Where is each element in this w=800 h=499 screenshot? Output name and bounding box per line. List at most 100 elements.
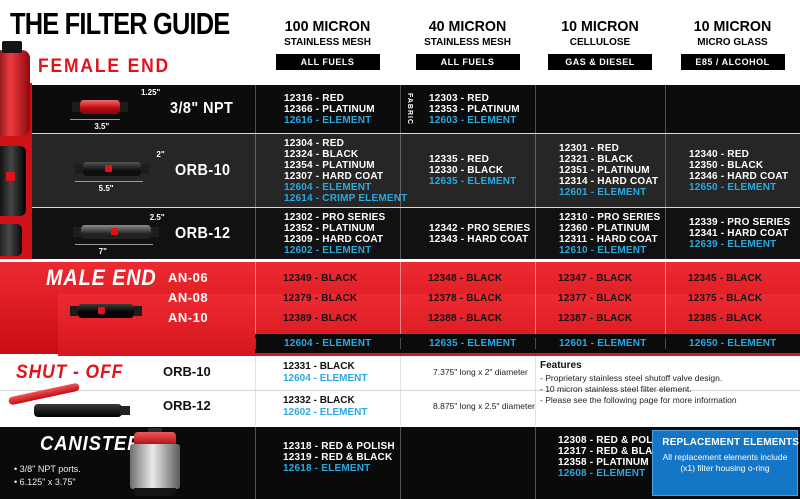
table-row-orb12: 2.5" 7" ORB-12 12302 - PRO SERIES 12352 -… (32, 207, 800, 259)
column-divider (535, 427, 536, 499)
part-number: 12347 - BLACK (558, 272, 633, 284)
part-number: 12349 - BLACK (283, 272, 358, 284)
page-title: THE FILTER GUIDE (10, 6, 230, 41)
part-number: 12602 - ELEMENT (284, 244, 372, 256)
part-number: 12379 - BLACK (283, 292, 358, 304)
canister-bullets: • 3/8" NPT ports. • 6.125" x 3.75" (14, 463, 81, 489)
part-number: 12387 - BLACK (558, 312, 633, 324)
part-number: 12618 - ELEMENT (283, 463, 371, 474)
column-subtitle: STAINLESS MESH (424, 36, 511, 48)
part-number: 12389 - BLACK (283, 312, 358, 324)
dimension-label: 5.5" (98, 183, 114, 193)
product-photo-black-filter2-icon (0, 224, 22, 256)
cell-40-micron: FABRIC 12303 - RED 12353 - PLATINUM 12603 … (400, 85, 535, 133)
shutoff-valve-photo-icon (0, 382, 150, 424)
cell-100-micron: 12316 - RED 12366 - PLATINUM 12616 - ELEME… (255, 85, 400, 133)
an08-label: AN-08 (168, 290, 209, 305)
part-number: 12332 - BLACK (283, 395, 355, 406)
column-header-40-micron: 40 MICRON STAINLESS MESH ALL FUELS (400, 18, 535, 82)
column-subtitle: STAINLESS MESH (284, 36, 371, 48)
part-number: 12310 - PRO SERIES (559, 211, 661, 223)
product-photo-black-filter-icon (0, 146, 26, 216)
cell-100-micron: 12304 - RED 12324 - BLACK 12354 - PLATINUM… (255, 134, 408, 207)
part-number: 12353 - PLATINUM (429, 103, 520, 115)
an06-label: AN-06 (168, 270, 209, 285)
part-number: 12604 - ELEMENT (255, 338, 400, 349)
cell-100-micron: 12318 - RED & POLISH 12319 - RED & BLACK 1… (283, 441, 395, 474)
dimension-label: 7" (98, 246, 107, 256)
part-number: 12614 - CRIMP ELEMENT (284, 192, 408, 204)
column-divider (255, 262, 256, 334)
male-element-row: 12604 - ELEMENT 12635 - ELEMENT 12601 - … (255, 334, 800, 353)
cell-10-micron-micro-glass: 12339 - PRO SERIES 12341 - HARD COAT 12639… (665, 208, 800, 259)
shutoff-orb10-label: ORB-10 (163, 364, 211, 379)
features-block: Features - Proprietary stainless steel s… (540, 360, 795, 406)
canister-section: CANISTER • 3/8" NPT ports. • 6.125" x 3.7… (0, 427, 800, 499)
part-number: 12639 - ELEMENT (689, 239, 777, 250)
part-number: 12604 - ELEMENT (283, 373, 368, 384)
npt-filter-thumbnail-icon: 1.25" 3.5" (58, 88, 162, 131)
dimension-label: 1.25" (140, 88, 161, 97)
part-number: 12301 - RED (559, 143, 620, 154)
cell-40-micron: 12342 - PRO SERIES 12343 - HARD COAT (400, 208, 535, 259)
part-number: 12309 - HARD COAT (284, 233, 384, 245)
table-row-orb10: 2" 5.5" ORB-10 12304 - RED 12324 - BLACK 1… (32, 133, 800, 207)
cell-10-micron-micro-glass (665, 85, 800, 133)
part-number: 12308 - RED & POLISH (558, 435, 670, 446)
part-number: 12304 - RED (284, 137, 345, 149)
part-number: 12321 - BLACK (559, 154, 634, 165)
shutoff-section: SHUT - OFF ORB-10 12331 - BLACK 12604 - … (0, 356, 800, 425)
part-number: 12352 - PLATINUM (284, 222, 375, 234)
column-header-10-micron-micro-glass: 10 MICRON MICRO GLASS E85 / ALCOHOL (665, 18, 800, 82)
part-number: 12348 - BLACK (428, 272, 503, 284)
an08-row: 12379 - BLACK 12378 - BLACK 12377 - BLAC… (255, 289, 800, 307)
column-title: 100 MICRON (284, 18, 371, 35)
fuel-badge: ALL FUELS (415, 54, 520, 70)
column-header-100-micron: 100 MICRON STAINLESS MESH ALL FUELS (255, 18, 400, 82)
column-subtitle: CELLULOSE (569, 36, 631, 48)
an10-label: AN-10 (168, 310, 209, 325)
part-number: 12608 - ELEMENT (558, 468, 646, 479)
part-number: 12317 - RED & BLACK (558, 446, 668, 457)
replacement-elements-box: REPLACEMENT ELEMENTS All replacement ele… (652, 430, 799, 496)
fuel-badge: ALL FUELS (275, 54, 380, 70)
part-number: 12358 - PLATINUM (558, 457, 649, 468)
part-number: 12346 - HARD COAT (689, 170, 789, 182)
fuel-badge: GAS & DIESEL (548, 54, 652, 70)
part-number: 12340 - RED (689, 148, 750, 160)
part-number: 12331 - BLACK (283, 361, 355, 372)
an10-row: 12389 - BLACK 12388 - BLACK 12387 - BLAC… (255, 309, 800, 327)
column-divider (400, 262, 401, 334)
part-number: 12650 - ELEMENT (689, 181, 777, 193)
part-number: 12604 - ELEMENT (284, 181, 372, 193)
part-number: 12311 - HARD COAT (559, 233, 658, 245)
size-note: 7.375" long x 2" diameter (433, 367, 528, 377)
part-number: 12360 - PLATINUM (559, 222, 650, 234)
male-end-label: MALE END (46, 265, 157, 290)
part-number: 12603 - ELEMENT (429, 114, 517, 126)
column-title: 40 MICRON (428, 18, 507, 35)
orb12-filter-thumbnail-icon: 2.5" 7" (63, 213, 167, 256)
part-number: 12351 - PLATINUM (559, 165, 650, 176)
feature-item: - Please see the following page for more… (540, 395, 737, 405)
part-number: 12318 - RED & POLISH (283, 441, 395, 452)
part-number: 12385 - BLACK (688, 312, 763, 324)
row-label: 3/8" NPT (170, 100, 234, 117)
part-number: 12375 - BLACK (688, 292, 763, 304)
row-label-cell: 1.25" 3.5" 3/8" NPT (32, 85, 255, 133)
size-note: 8.875" long x 2.5" diameter (433, 401, 535, 411)
column-divider (535, 262, 536, 334)
part-number: 12343 - HARD COAT (429, 233, 529, 245)
column-title: 10 MICRON (561, 18, 639, 35)
part-number: 12366 - PLATINUM (284, 103, 375, 115)
part-number: 12616 - ELEMENT (284, 114, 372, 126)
row-label: ORB-12 (174, 224, 231, 242)
column-divider (400, 427, 401, 499)
replacement-text: All replacement elements include (x1) fi… (662, 452, 788, 473)
dimension-label: 3.5" (94, 122, 110, 131)
male-end-section: MALE END 2" 5.5" AN-06 AN-08 AN-10 12349… (0, 262, 800, 389)
row-label: ORB-10 (174, 161, 231, 179)
shutoff-orb12-label: ORB-12 (163, 398, 211, 413)
part-number: 12319 - RED & BLACK (283, 452, 393, 463)
